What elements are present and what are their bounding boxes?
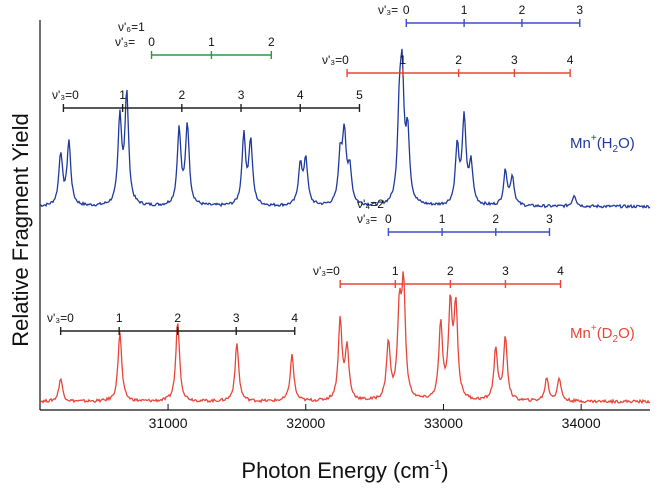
progression-4-tick-label-3: 3 xyxy=(546,212,553,226)
progression-6-tick-label-3: 3 xyxy=(233,311,240,325)
progression-5-sub-label: ν'₃=0 xyxy=(313,264,340,278)
progression-0-tick-label-0: 0 xyxy=(148,35,155,49)
progression-3-tick-label-4: 4 xyxy=(297,88,304,102)
progression-3-tick-label-2: 2 xyxy=(178,88,185,102)
progression-2-tick-label-2: 2 xyxy=(455,53,462,67)
x-axis-label-end: ) xyxy=(441,458,448,483)
progression-6-tick-label-1: 1 xyxy=(116,311,123,325)
progressions-group: 012ν'₃=ν'₆=10123ν'₃=ν'₄=21234ν'₃=012345ν… xyxy=(47,0,583,335)
series-group xyxy=(39,48,651,405)
x-ticks: 31000 32000 33000 34000 xyxy=(149,404,601,431)
progression-6-tick-label-4: 4 xyxy=(291,311,298,325)
progression-3-sub-label: ν'₃=0 xyxy=(52,88,79,102)
progression-3-tick-label-1: 1 xyxy=(119,88,126,102)
progression-0-sub-label: ν'₃= xyxy=(115,35,135,49)
progression-2-tick-label-1: 1 xyxy=(399,53,406,67)
progression-1-label: ν'₄=2 xyxy=(378,0,405,2)
progression-4-tick-label-1: 1 xyxy=(439,212,446,226)
progression-2-sub-label: ν'₃=0 xyxy=(322,53,349,67)
progression-3-tick-label-3: 3 xyxy=(238,88,245,102)
progression-5-tick-label-4: 4 xyxy=(557,264,564,278)
progression-2-tick-label-3: 3 xyxy=(511,53,518,67)
x-axis-label-main: Photon Energy (cm xyxy=(241,458,429,483)
progression-4-tick-label-0: 0 xyxy=(385,212,392,226)
progression-1-tick-label-2: 2 xyxy=(519,3,526,17)
progression-5-tick-label-1: 1 xyxy=(392,264,399,278)
progression-1-tick-label-1: 1 xyxy=(461,3,468,17)
progression-0-tick-label-2: 2 xyxy=(268,35,275,49)
series-line-mn-h2o- xyxy=(39,48,651,209)
x-tick-label-34000: 34000 xyxy=(562,415,601,431)
progression-5-tick-label-3: 3 xyxy=(502,264,509,278)
series-labels: Mn+(H2O) Mn+(D2O) xyxy=(570,133,635,345)
progression-0-label: ν'₆=1 xyxy=(118,20,145,34)
progression-0-tick-label-1: 1 xyxy=(208,35,215,49)
progression-1-tick-label-3: 3 xyxy=(576,3,583,17)
progression-5-tick-label-2: 2 xyxy=(447,264,454,278)
series-label-0: Mn+(H2O) xyxy=(570,133,635,155)
series-line-mn-d2o- xyxy=(39,271,651,405)
progression-4-sub-label: ν'₃= xyxy=(357,212,377,226)
progression-6-sub-label: ν'₃=0 xyxy=(47,311,74,325)
progression-4-tick-label-2: 2 xyxy=(492,212,499,226)
progression-2-tick-label-4: 4 xyxy=(567,53,574,67)
y-axis-label: Relative Fragment Yield xyxy=(8,113,33,347)
progression-1-tick-label-0: 0 xyxy=(403,3,410,17)
progression-6-tick-label-2: 2 xyxy=(174,311,181,325)
progression-4-label: ν'₄=2 xyxy=(357,197,384,211)
x-tick-label-33000: 33000 xyxy=(424,415,463,431)
x-axis-label-sup: -1 xyxy=(430,457,442,472)
progression-1-sub-label: ν'₃= xyxy=(378,3,398,17)
x-axis-label: Photon Energy (cm-1) xyxy=(241,457,448,483)
x-tick-label-32000: 32000 xyxy=(286,415,325,431)
progression-3-tick-label-5: 5 xyxy=(356,88,363,102)
series-label-1: Mn+(D2O) xyxy=(570,323,635,345)
x-tick-label-31000: 31000 xyxy=(149,415,188,431)
